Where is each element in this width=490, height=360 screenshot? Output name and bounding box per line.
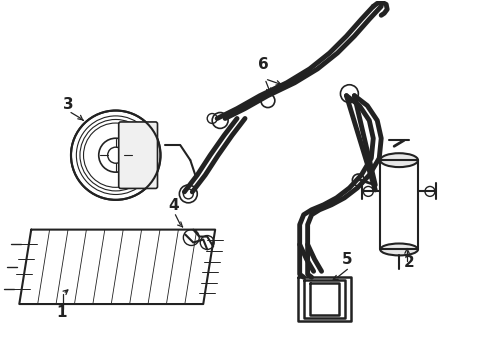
- Circle shape: [179, 185, 197, 203]
- Ellipse shape: [380, 243, 418, 255]
- Text: 6: 6: [258, 57, 269, 72]
- Text: 3: 3: [63, 96, 74, 112]
- Circle shape: [212, 113, 228, 129]
- Text: 1: 1: [56, 305, 67, 320]
- FancyBboxPatch shape: [119, 122, 157, 188]
- Circle shape: [108, 147, 124, 163]
- Text: 4: 4: [169, 198, 179, 213]
- Text: 5: 5: [342, 252, 352, 267]
- Circle shape: [341, 85, 358, 103]
- Circle shape: [261, 94, 275, 108]
- Ellipse shape: [380, 153, 418, 167]
- Text: 2: 2: [404, 255, 415, 270]
